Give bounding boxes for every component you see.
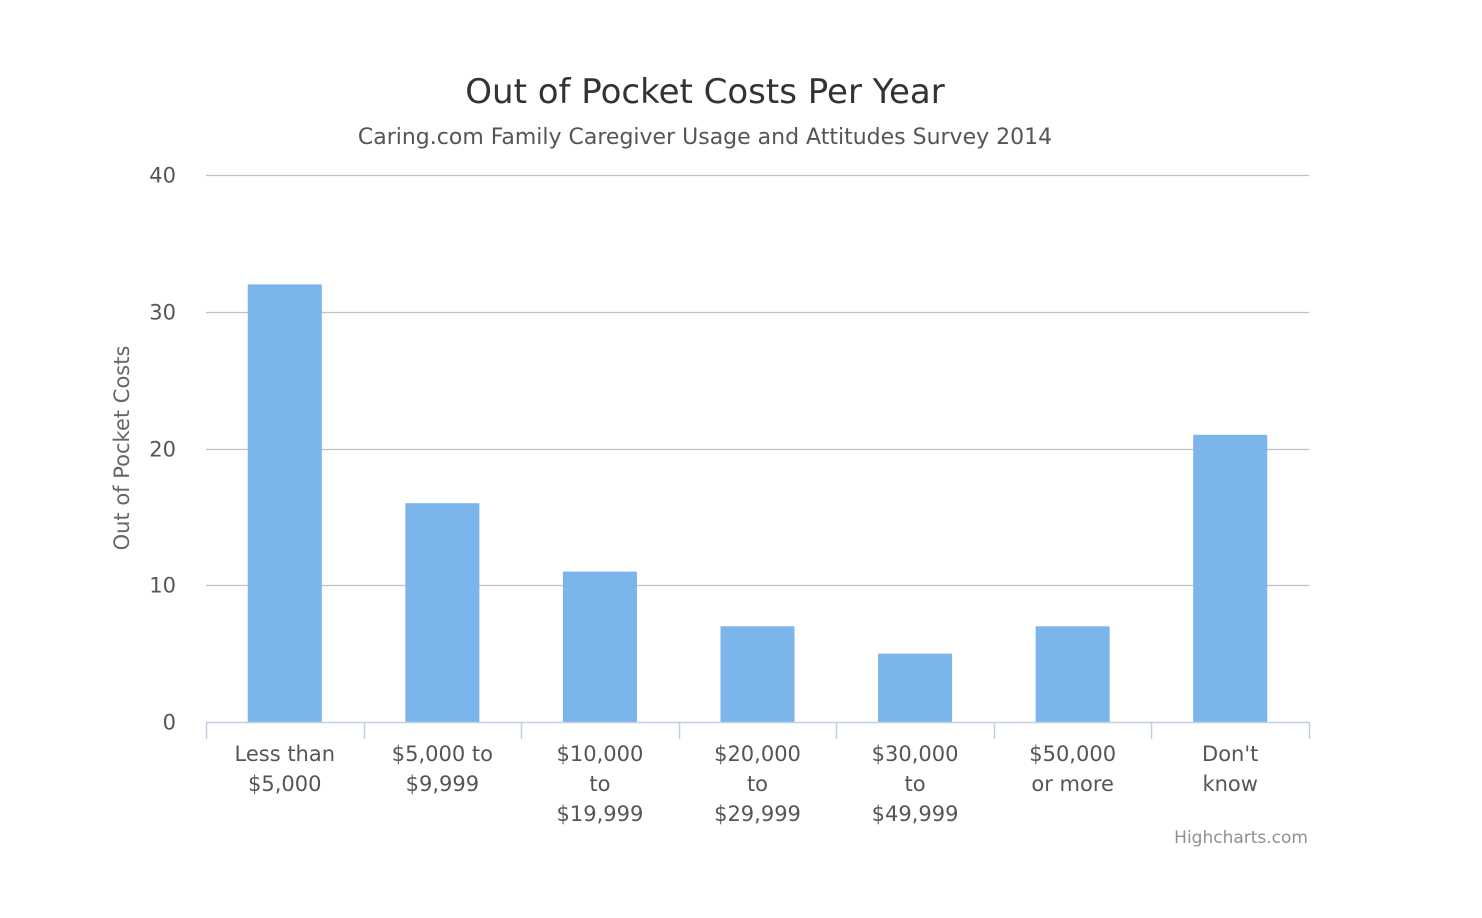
bar--5-000-to-9-999[interactable] — [405, 503, 480, 722]
y-tick-label-0: 0 — [163, 711, 176, 735]
x-tick-label-line: or more — [1031, 772, 1114, 796]
x-tick-label-line: to — [747, 772, 768, 796]
grid-lines — [206, 174, 1309, 587]
x-tick-label--5-000-to-9-999: $5,000 to $9,999 — [392, 742, 493, 796]
x-tick-label-line: to — [905, 772, 926, 796]
bar--50-000-or-more[interactable] — [1035, 626, 1110, 722]
x-tick-label-line: $5,000 to — [392, 742, 493, 766]
bar--10-000-to-19-999[interactable] — [562, 571, 637, 722]
bar-less-than-5-000[interactable] — [247, 284, 322, 722]
y-tick-label-40: 40 — [149, 164, 176, 188]
x-tick-label-line: $29,999 — [714, 802, 801, 826]
x-tick-label--50-000-or-more: $50,000 or more — [1029, 742, 1116, 796]
x-tick-label-line: $10,000 — [557, 742, 644, 766]
x-tick-label-line: $5,000 — [248, 772, 321, 796]
x-tick-label-line: $49,999 — [872, 802, 959, 826]
bar-series[interactable] — [247, 284, 1268, 722]
x-tick-label-line: $9,999 — [406, 772, 479, 796]
x-tick-label--20-000-to-29-999: $20,000 to $29,999 — [714, 742, 801, 826]
credits-link[interactable]: Highcharts.com — [1174, 828, 1308, 848]
chart-subtitle: Caring.com Family Caregiver Usage and At… — [358, 125, 1052, 150]
x-tick-label-less-than-5-000: Less than $5,000 — [235, 742, 336, 796]
bar--30-000-to-49-999[interactable] — [878, 653, 953, 722]
x-tick-label-line: know — [1202, 772, 1258, 796]
x-tick-label-line: $50,000 — [1029, 742, 1116, 766]
y-tick-label-10: 10 — [149, 574, 176, 598]
bar--20-000-to-29-999[interactable] — [720, 626, 795, 722]
x-tick-label-line: to — [589, 772, 610, 796]
x-axis-tick-labels: Less than $5,000$5,000 to $9,999$10,000 to $… — [235, 742, 1259, 826]
x-tick-label-line: $30,000 — [872, 742, 959, 766]
chart-title: Out of Pocket Costs Per Year — [465, 72, 944, 112]
y-tick-label-30: 30 — [149, 301, 176, 325]
y-axis-title: Out of Pocket Costs — [110, 346, 134, 551]
bar-don-t-know[interactable] — [1193, 434, 1268, 722]
y-axis-tick-labels: 0 10 20 30 40 — [149, 164, 176, 735]
x-axis — [205, 721, 1311, 739]
x-tick-label--10-000-to-19-999: $10,000 to $19,999 — [557, 742, 644, 826]
x-tick-label-line: $20,000 — [714, 742, 801, 766]
x-tick-label-line: Don't — [1202, 742, 1258, 766]
x-tick-label-line: $19,999 — [557, 802, 644, 826]
x-tick-label--30-000-to-49-999: $30,000 to $49,999 — [872, 742, 959, 826]
x-tick-label-don-t-know: Don't know — [1202, 742, 1258, 796]
x-tick-label-line: Less than — [235, 742, 336, 766]
y-tick-label-20: 20 — [149, 438, 176, 462]
